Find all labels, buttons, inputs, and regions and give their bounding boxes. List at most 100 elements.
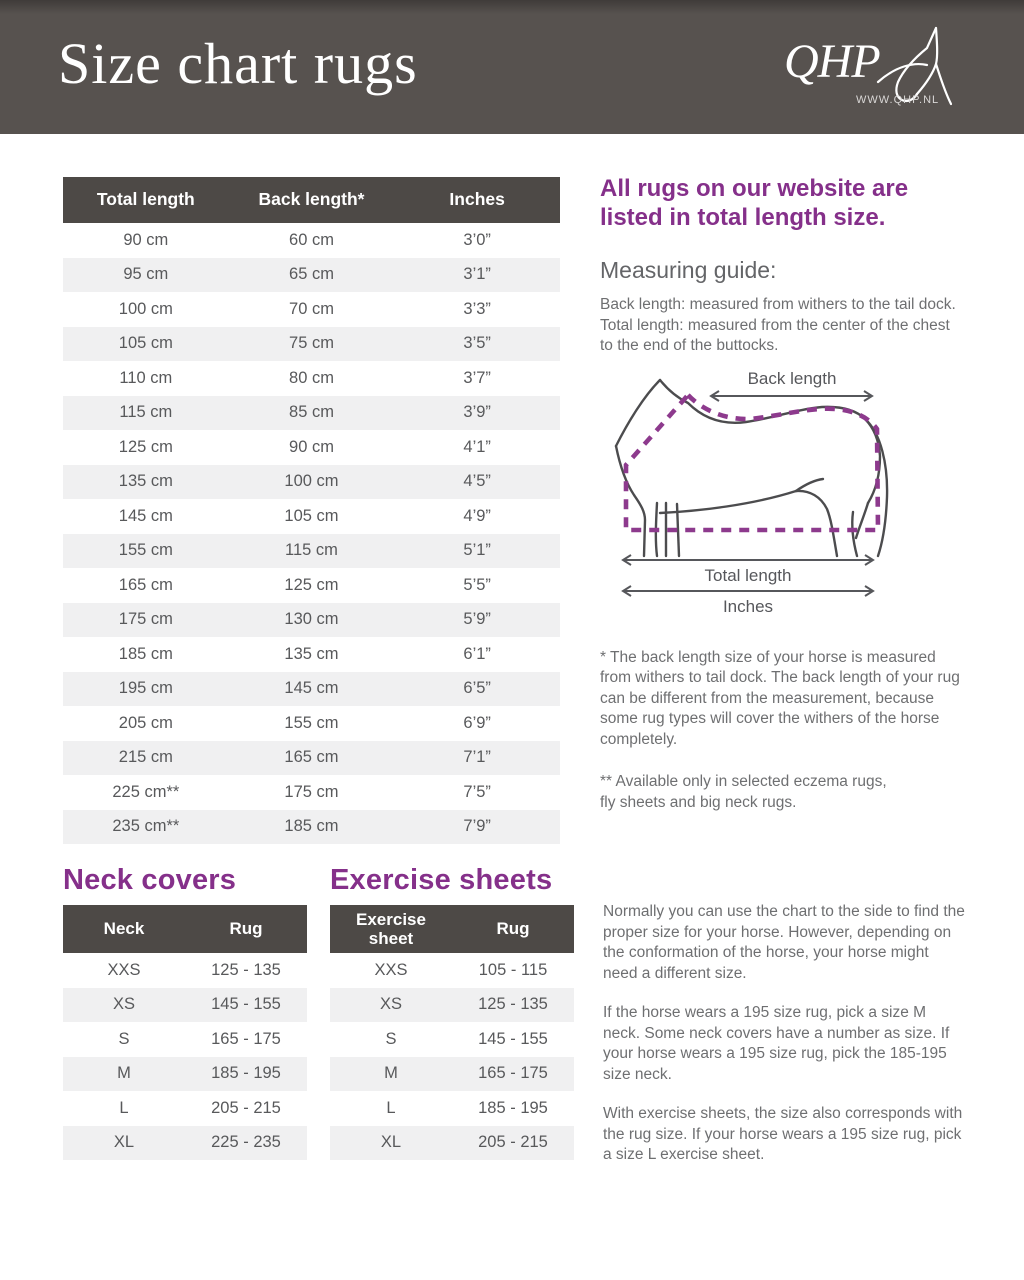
table-row: XXS 125 - 135 [63, 953, 307, 988]
table-cell: 105 - 115 [478, 960, 548, 979]
table-cell: XXS [374, 960, 408, 979]
table-row: XL 225 - 235 [63, 1125, 307, 1160]
table-cell: 4’9” [463, 506, 491, 525]
size-chart-table-head: Total length Back length* Inches [63, 177, 560, 223]
footnote-availability: ** Available only in selected eczema rug… [600, 773, 887, 811]
footnote-back-length: * The back length size of your horse is … [600, 648, 960, 748]
table-row: S 165 - 175 [63, 1022, 307, 1057]
table-cell: XS [63, 987, 185, 1022]
page-title: Size chart rugs [58, 31, 418, 96]
table-row: 115 cm 85 cm 3’9” [63, 395, 560, 430]
table-cell: S [118, 1029, 130, 1048]
neck-covers-title: Neck covers [63, 864, 237, 896]
table-cell: 165 cm [228, 740, 395, 775]
table-cell: 7’1” [394, 740, 560, 775]
table-cell: 185 - 195 [478, 1098, 548, 1117]
info-heading: All rugs on our website are listed in to… [600, 175, 909, 231]
column-header: Rug [452, 905, 574, 953]
neck-covers-table: Neck Rug XXS 125 - 135 XS 145 - 155 S 165 - 17… [63, 905, 307, 1160]
table-cell: 3’3” [463, 299, 491, 318]
table-cell: 115 cm [63, 395, 229, 430]
size-chart-table-body: 90 cm 60 cm 3’0” 95 cm 65 cm 3’1” 100 cm 70 cm 3… [63, 223, 560, 844]
table-cell: 7’9” [394, 809, 560, 844]
column-header: Exercise sheet [330, 905, 452, 953]
table-cell: 145 - 155 [185, 987, 307, 1022]
table-cell: 6’1” [463, 644, 491, 663]
table-cell: 100 cm [228, 464, 395, 499]
rug-outline-dashed [623, 391, 881, 532]
table-row: XS 145 - 155 [63, 987, 307, 1022]
total-length-label: Total length [705, 566, 792, 585]
total-length-arrow [621, 553, 875, 566]
table-cell: 4’1” [463, 437, 491, 456]
table-cell: 90 cm [123, 230, 169, 249]
sizing-advice-text: Normally you can use the chart to the si… [603, 902, 965, 1185]
table-row: 205 cm 155 cm 6’9” [63, 706, 560, 741]
info-column: All rugs on our website are listed in to… [600, 174, 964, 813]
table-row: 100 cm 70 cm 3’3” [63, 292, 560, 327]
table-cell: 7’5” [463, 782, 491, 801]
table-cell: L [386, 1098, 396, 1117]
size-chart-table: Total length Back length* Inches 90 cm 60 c… [63, 177, 560, 844]
table-row: 125 cm 90 cm 4’1” [63, 430, 560, 465]
table-cell: 6’9” [463, 713, 491, 732]
table-cell: 165 - 175 [452, 1056, 574, 1091]
table-cell: 205 - 215 [452, 1125, 574, 1160]
horse-measuring-diagram: Back length Total length Inches [614, 369, 889, 616]
table-row: M 165 - 175 [330, 1056, 574, 1091]
table-cell: XXS [107, 960, 141, 979]
table-cell: 235 cm** [63, 809, 229, 844]
table-cell: 3’0” [463, 230, 491, 249]
table-cell: 185 cm [118, 644, 173, 663]
table-cell: 145 cm [228, 671, 395, 706]
table-cell: 175 cm [63, 602, 229, 637]
table-cell: 3’9” [394, 395, 560, 430]
table-row: 95 cm 65 cm 3’1” [63, 257, 560, 292]
advice-paragraph: With exercise sheets, the size also corr… [603, 1105, 963, 1163]
table-cell: 105 cm [63, 326, 229, 361]
table-row: XL 205 - 215 [330, 1125, 574, 1160]
column-header: Total length [63, 177, 229, 223]
column-header: Rug [185, 905, 307, 953]
exercise-sheets-title: Exercise sheets [330, 864, 553, 896]
table-cell: 3’1” [394, 257, 560, 292]
table-row: 155 cm 115 cm 5’1” [63, 533, 560, 568]
table-row: 185 cm 135 cm 6’1” [63, 637, 560, 672]
table-cell: S [385, 1029, 397, 1048]
brand-logo-text: QHP [784, 35, 881, 88]
table-row: S 145 - 155 [330, 1022, 574, 1057]
brand-url: WWW.QHP.NL [856, 94, 940, 106]
inches-arrow [621, 584, 875, 597]
table-row: 145 cm 105 cm 4’9” [63, 499, 560, 534]
table-cell: XL [63, 1125, 185, 1160]
table-cell: XS [330, 987, 452, 1022]
advice-paragraph: If the horse wears a 195 size rug, pick … [603, 1004, 950, 1083]
table-cell: 5’1” [394, 533, 560, 568]
table-cell: 75 cm [228, 326, 395, 361]
table-row: 195 cm 145 cm 6’5” [63, 671, 560, 706]
column-header: Neck [63, 905, 185, 953]
table-cell: 90 cm [289, 437, 334, 456]
table-row: 215 cm 165 cm 7’1” [63, 740, 560, 775]
table-cell: 205 cm [118, 713, 173, 732]
table-cell: 3’5” [394, 326, 560, 361]
brand-logo: QHP WWW.QHP.NL [784, 22, 964, 122]
table-cell: M [330, 1056, 452, 1091]
table-row: XS 125 - 135 [330, 987, 574, 1022]
table-cell: 70 cm [289, 299, 334, 318]
table-row: XXS 105 - 115 [330, 953, 574, 988]
table-row: L 205 - 215 [63, 1091, 307, 1126]
table-row: 235 cm** 185 cm 7’9” [63, 809, 560, 844]
back-length-arrow [709, 389, 874, 402]
back-length-label: Back length [748, 370, 837, 388]
horse-head-icon [876, 26, 952, 106]
exercise-sheets-table-body: XXS 105 - 115 XS 125 - 135 S 145 - 155 M 165 - … [330, 953, 574, 1160]
neck-covers-table-head: Neck Rug [63, 905, 307, 953]
table-cell: 115 cm [228, 533, 395, 568]
table-cell: 125 - 135 [452, 987, 574, 1022]
column-header: Back length* [228, 177, 395, 223]
table-cell: 130 cm [228, 602, 395, 637]
table-cell: 5’5” [463, 575, 491, 594]
table-cell: 165 - 175 [211, 1029, 281, 1048]
